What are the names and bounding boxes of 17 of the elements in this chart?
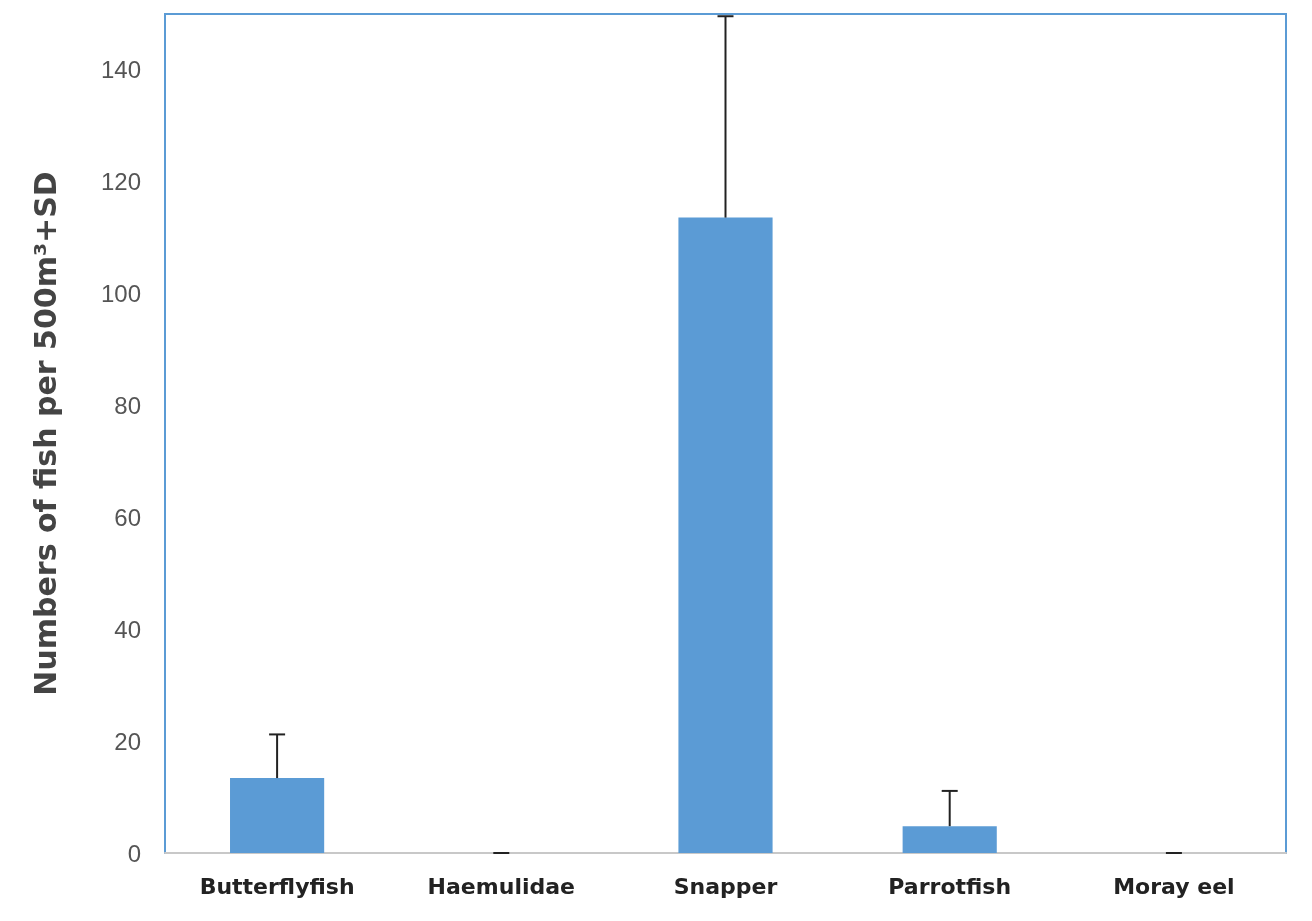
- y-tick-label: 80: [114, 392, 141, 420]
- y-tick-label: 100: [100, 280, 141, 308]
- bar: [678, 217, 773, 853]
- y-tick-label: 40: [114, 615, 141, 643]
- y-axis-title: Numbers of fish per 500m³+SD: [27, 171, 63, 696]
- y-tick-label: 120: [100, 168, 141, 196]
- x-tick-label: Parrotfish: [888, 873, 1012, 899]
- x-tick-label: Butterflyfish: [199, 873, 355, 899]
- y-tick-label: 140: [100, 56, 141, 84]
- y-tick-label: 60: [114, 503, 141, 531]
- x-tick-label: Moray eel: [1113, 873, 1235, 899]
- x-tick-label: Haemulidae: [427, 873, 575, 899]
- x-tick-label: Snapper: [673, 873, 778, 899]
- y-tick-label: 0: [127, 839, 141, 867]
- y-tick-label: 20: [114, 727, 141, 755]
- bar: [902, 826, 997, 853]
- bar: [230, 778, 325, 853]
